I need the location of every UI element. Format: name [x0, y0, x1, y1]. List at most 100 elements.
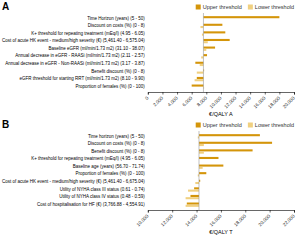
x-tick-mark	[236, 92, 237, 95]
x-tick: 14.000	[184, 210, 198, 227]
x-tick-label: 4.000	[167, 95, 179, 107]
x-tick-mark	[162, 92, 163, 95]
bar	[199, 165, 223, 167]
x-tick-mark	[245, 210, 246, 213]
bar	[199, 142, 272, 144]
legend-item: Lower threshold	[248, 122, 294, 128]
bar	[195, 79, 204, 81]
bar-series	[195, 26, 208, 89]
legend-label: Lower threshold	[255, 122, 294, 128]
legend-swatch	[196, 5, 201, 10]
x-tick-label: 14.000	[238, 95, 252, 109]
bar	[194, 187, 199, 189]
legend-item: Upper threshold	[196, 122, 242, 128]
x-axis: 10.000 12.000 14.000 16.000 18.000 20.000 22.0…	[136, 210, 296, 227]
x-tick: 12.000	[160, 210, 174, 227]
bar	[199, 134, 260, 136]
x-tick: 20.000	[282, 92, 296, 109]
x-tick: 22.000	[282, 210, 296, 227]
category-label: Proportion of females (%) (0 - 100)	[76, 171, 146, 176]
legend-label: Lower threshold	[255, 4, 294, 10]
bar	[195, 62, 203, 64]
category-labels: Time horizon (years) (5 - 50)Discount on…	[2, 134, 145, 207]
x-tick-mark	[250, 92, 251, 95]
x-axis-line	[148, 211, 294, 213]
category-label: Benefit discount (%) (0 - 8)	[91, 69, 145, 74]
base-case-line	[198, 131, 199, 210]
x-tick: 4.000	[167, 92, 179, 108]
category-label: Cost of acute HK event - medium/high sev…	[2, 179, 145, 184]
x-tick-mark	[221, 92, 222, 95]
bar	[187, 203, 199, 205]
category-label: Baseline age (years) (56.70 - 71.74)	[73, 164, 146, 169]
legend-item: Lower threshold	[248, 4, 294, 10]
x-tick-mark	[148, 210, 149, 213]
legend: Upper threshold Lower threshold	[196, 122, 294, 128]
x-tick-label: 2.000	[152, 95, 164, 107]
x-tick-label: 12.000	[160, 213, 174, 227]
category-label: Discount on costs (%) (0 - 8)	[88, 141, 146, 146]
category-label: K+ threshold for repeating treatment (mE…	[31, 156, 145, 161]
plot-area	[186, 131, 272, 210]
category-label: Time Horizon (years) (5 - 50)	[87, 16, 145, 21]
bar	[199, 157, 218, 159]
base-case-line	[203, 13, 204, 92]
x-tick-label: 10.000	[136, 213, 150, 227]
bar	[190, 195, 199, 197]
x-tick-label: 0	[144, 95, 150, 101]
x-tick: 20.000	[257, 210, 271, 227]
x-tick-mark	[294, 210, 295, 213]
x-tick: 6.000	[181, 92, 193, 108]
x-tick: 18.000	[267, 92, 281, 109]
legend-label: Upper threshold	[203, 4, 242, 10]
bar	[192, 85, 204, 87]
category-label: Utility of NYHA class III status (0.61 -…	[60, 187, 146, 192]
chart-canvas: AUpper thresholdLower thresholdTime Hori…	[0, 0, 300, 236]
bar	[203, 41, 207, 43]
x-tick-label: 6.000	[181, 95, 193, 107]
x-tick-mark	[192, 92, 193, 95]
x-tick: 8.000	[196, 92, 208, 108]
x-tick-mark	[197, 210, 198, 213]
bar	[188, 190, 199, 192]
x-tick: 12.000	[223, 92, 237, 109]
bar	[199, 167, 203, 169]
bar	[203, 16, 279, 18]
bar	[197, 77, 204, 79]
bar-series	[192, 16, 280, 86]
x-tick-mark	[206, 92, 207, 95]
bar-series	[186, 136, 204, 206]
x-tick-label: 8.000	[196, 95, 208, 107]
x-tick-label: 18.000	[267, 95, 281, 109]
x-tick: 16.000	[253, 92, 267, 109]
legend-swatch	[248, 123, 253, 128]
bar	[186, 197, 199, 199]
x-axis-title: €/QALY T	[209, 229, 233, 235]
bar	[199, 144, 204, 146]
x-tick: 14.000	[238, 92, 252, 109]
x-tick-mark	[294, 92, 295, 95]
x-tick: 10.000	[136, 210, 150, 227]
bar	[200, 64, 204, 66]
x-tick: 18.000	[233, 210, 247, 227]
x-tick-mark	[177, 92, 178, 95]
bar	[199, 149, 253, 151]
bar	[201, 56, 203, 58]
x-tick-label: 18.000	[233, 213, 247, 227]
panel-title: B	[2, 119, 9, 130]
bar	[203, 54, 207, 56]
panel: B Upper threshold Lower threshold Time hori…	[2, 119, 296, 235]
x-axis-title: €/QALY A	[209, 111, 233, 117]
x-tick: 16.000	[209, 210, 223, 227]
x-tick-mark	[172, 210, 173, 213]
category-label: K+ threshold for repeating treatment (mE…	[31, 31, 145, 36]
bar	[203, 47, 215, 49]
x-tick-label: 20.000	[257, 213, 271, 227]
x-tick: 10.000	[209, 92, 223, 109]
panel: AUpper thresholdLower thresholdTime Hori…	[2, 1, 296, 117]
category-label: Annual decrease in eGFR - Non-RAASi (ml/…	[5, 61, 145, 66]
category-label: Baseline eGFR (ml/min/1.73 m2) (31.10 - …	[49, 46, 146, 51]
bar	[203, 39, 229, 41]
x-tick-mark	[148, 92, 149, 95]
bar-series	[187, 134, 272, 204]
